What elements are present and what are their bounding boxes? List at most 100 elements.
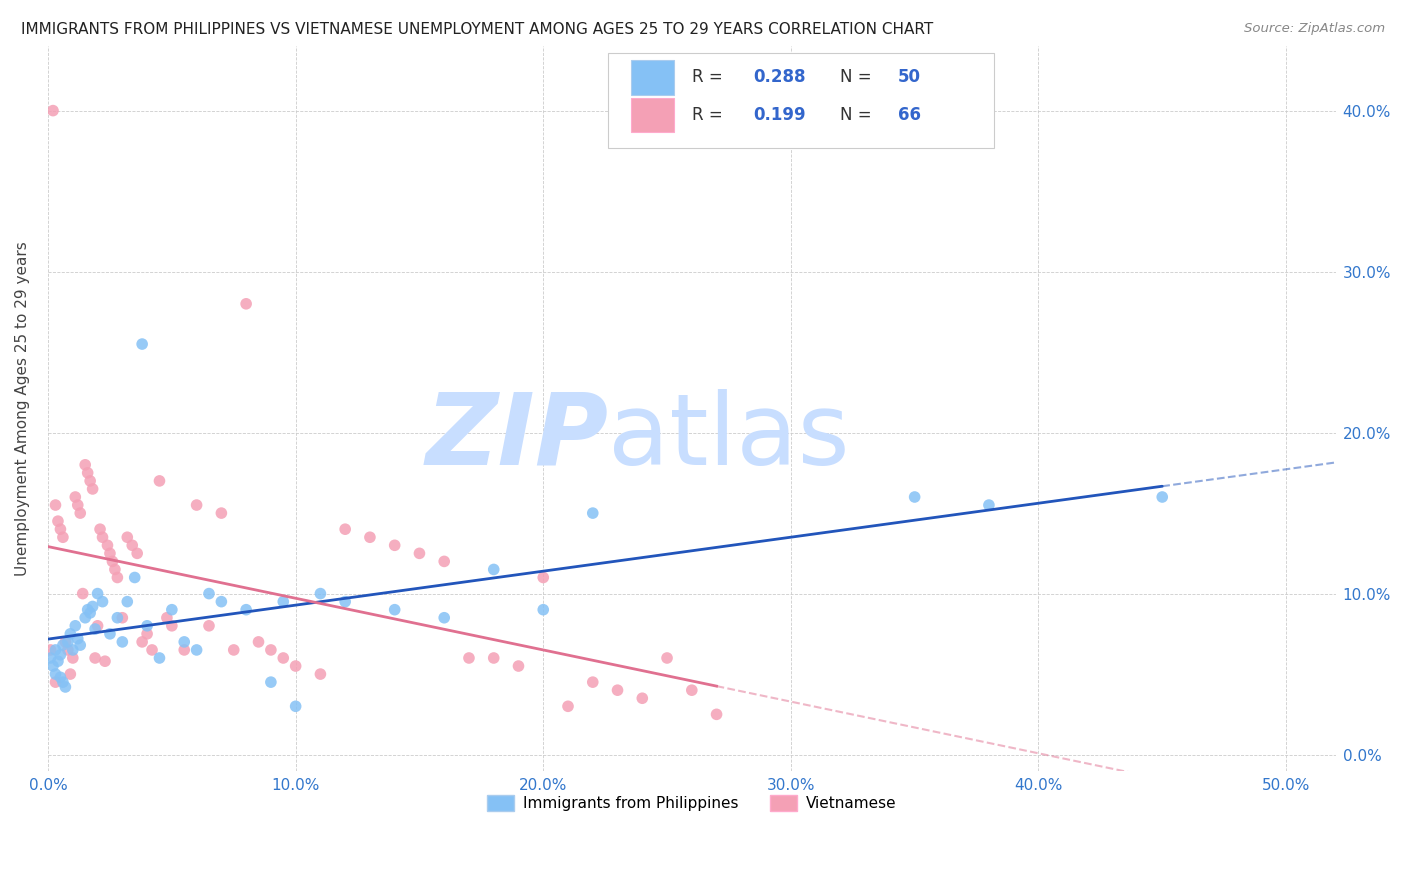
Point [271, 651, 294, 665]
Point [482, 562, 505, 576]
Text: atlas: atlas [609, 389, 849, 486]
Text: 0.288: 0.288 [754, 69, 806, 87]
Point [247, 635, 270, 649]
Point [384, 538, 406, 552]
Point [86, 586, 108, 600]
Point [631, 691, 654, 706]
Point [384, 603, 406, 617]
Point [904, 490, 927, 504]
Point [72, 586, 94, 600]
Point [44, 498, 66, 512]
Point [111, 611, 134, 625]
Point [65, 490, 87, 504]
Point [198, 619, 221, 633]
Point [359, 530, 381, 544]
Point [235, 297, 257, 311]
Point [104, 562, 127, 576]
Point [260, 643, 283, 657]
Point [136, 619, 159, 633]
Point [84, 651, 107, 665]
Point [186, 643, 208, 657]
Point [75, 611, 97, 625]
Point [408, 546, 430, 560]
Point [127, 546, 149, 560]
Text: N =: N = [839, 106, 877, 124]
Point [52, 675, 75, 690]
Point [44, 667, 66, 681]
Point [655, 651, 678, 665]
Legend: Immigrants from Philippines, Vietnamese: Immigrants from Philippines, Vietnamese [481, 789, 903, 817]
Point [131, 635, 153, 649]
Point [117, 594, 139, 608]
Point [433, 554, 456, 568]
Point [160, 603, 183, 617]
Point [582, 675, 605, 690]
Point [333, 594, 356, 608]
Point [124, 570, 146, 584]
Point [131, 337, 153, 351]
Point [66, 632, 89, 646]
Point [52, 638, 75, 652]
Point [44, 675, 66, 690]
Point [39, 651, 62, 665]
Point [86, 619, 108, 633]
Point [91, 530, 114, 544]
Point [52, 530, 75, 544]
Point [508, 659, 530, 673]
Point [582, 506, 605, 520]
Text: ZIP: ZIP [425, 389, 609, 486]
Point [681, 683, 703, 698]
Point [433, 611, 456, 625]
Point [59, 627, 82, 641]
Point [76, 466, 98, 480]
Point [39, 643, 62, 657]
Text: Source: ZipAtlas.com: Source: ZipAtlas.com [1244, 22, 1385, 36]
Text: IMMIGRANTS FROM PHILIPPINES VS VIETNAMESE UNEMPLOYMENT AMONG AGES 25 TO 29 YEARS: IMMIGRANTS FROM PHILIPPINES VS VIETNAMES… [21, 22, 934, 37]
Point [309, 667, 332, 681]
Point [458, 651, 481, 665]
Point [91, 594, 114, 608]
Point [96, 538, 118, 552]
Point [62, 643, 84, 657]
Text: R =: R = [692, 69, 728, 87]
Point [160, 619, 183, 633]
Point [156, 611, 179, 625]
Text: 50: 50 [898, 69, 921, 87]
Text: R =: R = [692, 106, 728, 124]
Point [173, 643, 195, 657]
Point [98, 546, 121, 560]
Point [284, 659, 307, 673]
Point [557, 699, 579, 714]
Point [209, 506, 232, 520]
Point [65, 619, 87, 633]
Point [531, 570, 554, 584]
Point [42, 103, 65, 118]
Point [271, 594, 294, 608]
Point [706, 707, 728, 722]
Point [62, 651, 84, 665]
Point [56, 635, 79, 649]
Point [531, 603, 554, 617]
Point [111, 635, 134, 649]
Point [141, 643, 163, 657]
Point [117, 530, 139, 544]
Point [56, 643, 79, 657]
FancyBboxPatch shape [631, 60, 673, 95]
Point [284, 699, 307, 714]
Point [44, 643, 66, 657]
Point [46, 654, 69, 668]
Point [198, 586, 221, 600]
FancyBboxPatch shape [631, 97, 673, 132]
Point [606, 683, 628, 698]
Point [260, 675, 283, 690]
Text: N =: N = [839, 69, 877, 87]
Point [173, 635, 195, 649]
Point [76, 603, 98, 617]
Point [66, 498, 89, 512]
Point [136, 627, 159, 641]
Point [49, 522, 72, 536]
Point [49, 670, 72, 684]
Point [482, 651, 505, 665]
Point [46, 514, 69, 528]
Point [333, 522, 356, 536]
